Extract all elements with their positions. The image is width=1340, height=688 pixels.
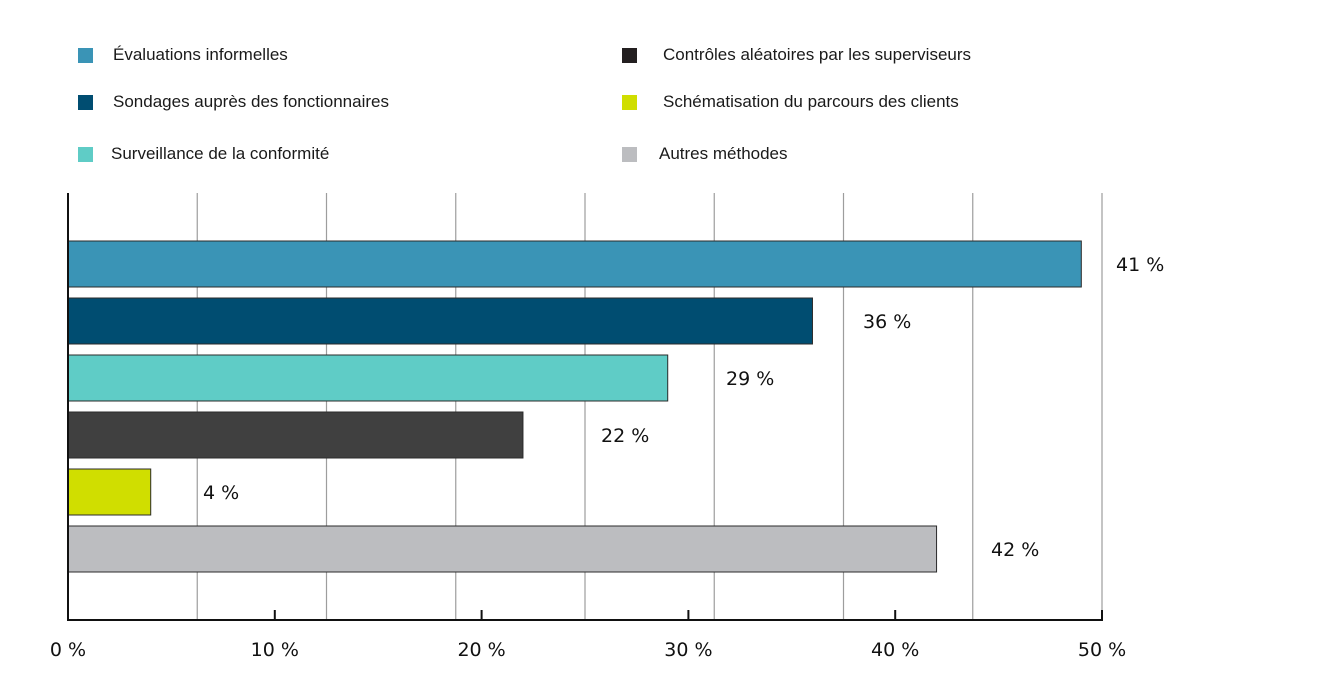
- bar: [67, 525, 938, 573]
- x-tick-label: 30 %: [664, 639, 712, 661]
- x-tick-label: 20 %: [457, 639, 505, 661]
- legend-item: Autres méthodes: [622, 144, 788, 164]
- data-label: 22 %: [601, 425, 649, 447]
- x-tick-label: 0 %: [50, 639, 86, 661]
- legend-item: Sondages auprès des fonctionnaires: [78, 92, 389, 112]
- legend-item: Schématisation du parcours des clients: [622, 92, 959, 112]
- legend-swatch: [622, 47, 637, 63]
- data-label: 4 %: [203, 482, 239, 504]
- legend-label: Schématisation du parcours des clients: [663, 92, 959, 111]
- bar: [67, 468, 152, 516]
- bar: [67, 411, 524, 459]
- legend-item: Surveillance de la conformité: [78, 144, 329, 164]
- data-label: 42 %: [991, 539, 1039, 561]
- legend-swatch: [78, 146, 93, 162]
- legend-item: Contrôles aléatoires par les superviseur…: [622, 45, 971, 65]
- legend-swatch: [78, 94, 93, 110]
- legend-label: Évaluations informelles: [113, 45, 288, 64]
- data-label: 29 %: [726, 368, 774, 390]
- legend-swatch: [622, 146, 637, 162]
- x-tick-label: 50 %: [1078, 639, 1126, 661]
- legend-item: Évaluations informelles: [78, 45, 288, 65]
- legend-label: Autres méthodes: [659, 144, 788, 163]
- bar: [67, 297, 813, 345]
- legend-swatch: [622, 94, 637, 110]
- legend-swatch: [78, 47, 93, 63]
- data-label: 36 %: [863, 311, 911, 333]
- legend-label: Contrôles aléatoires par les superviseur…: [663, 45, 972, 64]
- legend: Évaluations informelles Sondages auprès d…: [0, 0, 1340, 180]
- legend-label: Surveillance de la conformité: [111, 144, 330, 163]
- data-label: 41 %: [1116, 254, 1164, 276]
- bar: [67, 240, 1082, 288]
- x-tick-label: 40 %: [871, 639, 919, 661]
- x-tick-label: 10 %: [251, 639, 299, 661]
- legend-label: Sondages auprès des fonctionnaires: [113, 92, 389, 111]
- bar: [67, 354, 669, 402]
